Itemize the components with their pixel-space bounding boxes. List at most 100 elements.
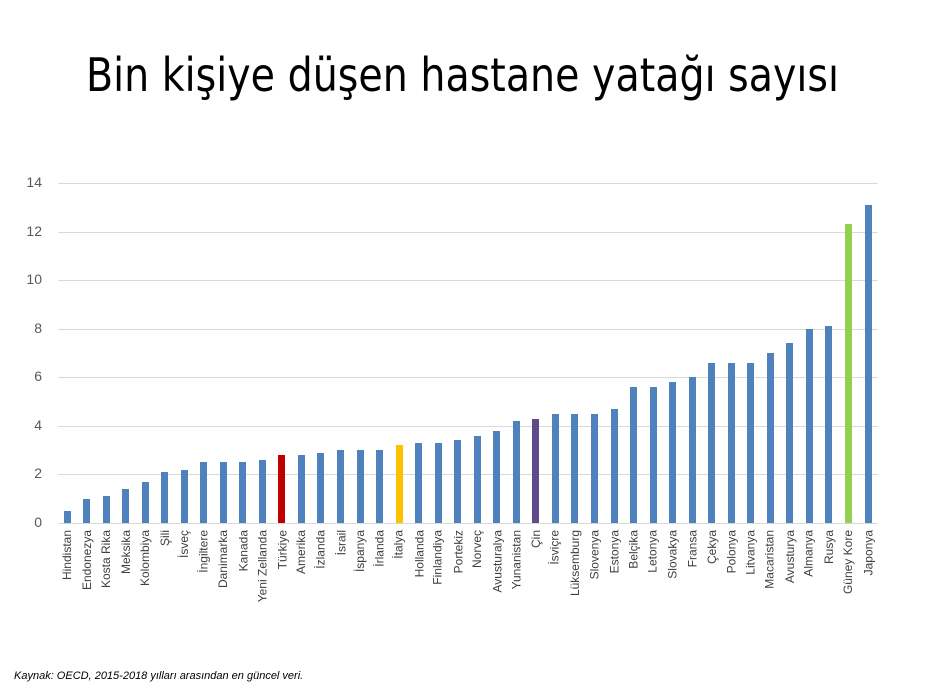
bar — [747, 363, 754, 523]
x-category-label: Portekiz — [451, 530, 466, 574]
gridline — [58, 426, 878, 427]
y-tick-label: 8 — [34, 320, 42, 336]
bar — [728, 363, 735, 523]
x-category-label: İngiltere — [196, 530, 211, 573]
bar — [396, 445, 403, 523]
gridline — [58, 183, 878, 184]
bar — [513, 421, 520, 523]
bar — [357, 450, 364, 523]
bar — [415, 443, 422, 523]
x-category-label: Lüksemburg — [568, 530, 583, 597]
bar — [708, 363, 715, 523]
x-category-label: Almanya — [801, 530, 816, 577]
x-category-label: Slovakya — [665, 530, 680, 579]
x-category-label: Slovenya — [587, 530, 602, 580]
x-category-label: Litvanya — [743, 530, 758, 575]
bar — [278, 455, 285, 523]
bar — [337, 450, 344, 523]
bar — [103, 496, 110, 523]
x-category-label: İsviçre — [547, 530, 562, 565]
x-category-label: Letonya — [645, 530, 660, 573]
x-category-label: Türkiye — [275, 530, 290, 570]
x-category-label: İsveç — [177, 530, 192, 559]
y-tick-label: 10 — [26, 271, 42, 287]
x-category-label: Macaristan — [762, 530, 777, 589]
bar — [571, 414, 578, 523]
x-category-label: Polonya — [724, 530, 739, 574]
x-category-label: Endonezya — [80, 530, 95, 591]
bar — [689, 377, 696, 523]
bar — [630, 387, 637, 523]
x-category-label: Güney Kore — [841, 530, 856, 595]
bar — [591, 414, 598, 523]
bar — [532, 419, 539, 523]
gridline — [58, 329, 878, 330]
bar — [200, 462, 207, 523]
gridline — [58, 232, 878, 233]
source-note: Kaynak: OECD, 2015-2018 yılları arasında… — [14, 670, 304, 682]
bar — [669, 382, 676, 523]
bar — [806, 329, 813, 523]
x-category-label: Finlandiya — [430, 530, 445, 585]
bar — [474, 436, 481, 523]
bar — [142, 482, 149, 523]
bar — [298, 455, 305, 523]
x-category-label: Fransa — [685, 530, 700, 568]
bar — [317, 453, 324, 523]
bar — [845, 224, 852, 523]
x-category-label: İzlanda — [313, 530, 328, 569]
bar — [64, 511, 71, 523]
gridline — [58, 523, 878, 524]
gridline — [58, 474, 878, 475]
bar — [552, 414, 559, 523]
x-category-label: Rusya — [822, 530, 837, 565]
x-category-label: Amerika — [294, 530, 309, 575]
bar-chart: 0 2 4 6 8 10 12 14 Hindistan Endonezya Kosta Rika M… — [26, 174, 878, 603]
bar — [239, 462, 246, 523]
y-tick-label: 0 — [34, 514, 42, 530]
y-tick-label: 12 — [26, 223, 42, 239]
x-category-label: Japonya — [861, 530, 876, 576]
x-category-label: Estonya — [607, 530, 622, 574]
x-category-label: İtalya — [391, 530, 406, 559]
y-tick-label: 4 — [34, 417, 42, 433]
x-category-label: İspanya — [353, 530, 368, 573]
x-category-label: Belçika — [626, 530, 641, 569]
x-category-label: Çekya — [705, 530, 720, 565]
x-category-label: Avusturya — [783, 530, 798, 584]
chart-title: Bin kişiye düşen hastane yatağı sayısı — [85, 48, 839, 102]
bar — [259, 460, 266, 523]
gridline — [58, 377, 878, 378]
x-category-label: Yunanistan — [509, 530, 524, 590]
x-category-label: Hollanda — [412, 530, 427, 578]
bar — [865, 205, 872, 523]
x-category-label: Meksika — [119, 530, 134, 575]
bar — [825, 326, 832, 523]
bar — [767, 353, 774, 523]
x-category-label: Çin — [529, 530, 544, 549]
x-category-label: İsrail — [334, 530, 349, 556]
bar — [220, 462, 227, 523]
bar — [493, 431, 500, 523]
bar — [435, 443, 442, 523]
y-tick-label: 6 — [34, 368, 42, 384]
bar — [611, 409, 618, 523]
y-tick-label: 14 — [26, 174, 42, 190]
gridline — [58, 280, 878, 281]
bar — [786, 343, 793, 523]
x-category-label: Hindistan — [60, 530, 75, 581]
bar — [181, 470, 188, 523]
x-category-label: İrlanda — [372, 530, 387, 567]
bar — [83, 499, 90, 523]
bar — [650, 387, 657, 523]
x-category-label: Avusturalya — [490, 530, 505, 593]
x-category-label: Kanada — [236, 530, 251, 572]
x-category-label: Kolombiya — [138, 530, 153, 587]
y-tick-label: 2 — [34, 465, 42, 481]
bar — [161, 472, 168, 523]
bar — [376, 450, 383, 523]
bar — [454, 440, 461, 523]
x-category-label: Yeni Zellanda — [255, 530, 270, 603]
x-category-label: Danimarka — [216, 530, 231, 589]
x-category-label: Norveç — [470, 530, 485, 569]
